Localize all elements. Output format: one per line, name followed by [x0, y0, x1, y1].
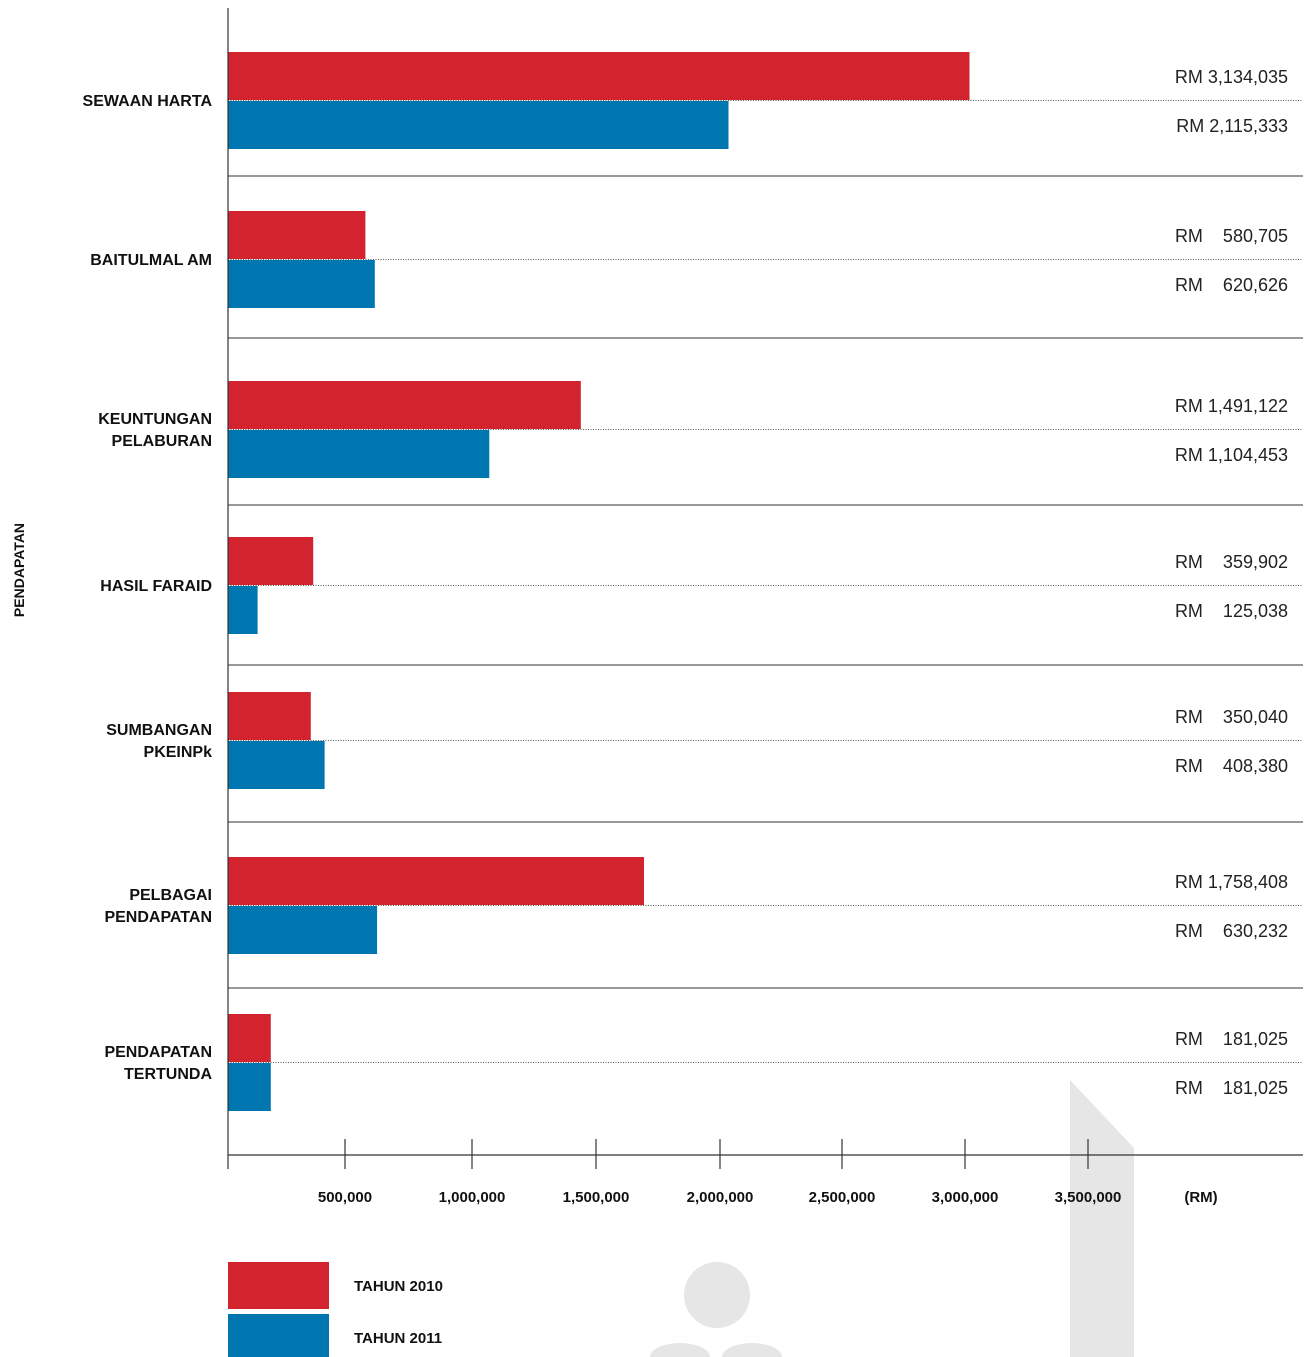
x-tick-label-7: 3,500,000	[1055, 1189, 1122, 1206]
legend-label-2011: TAHUN 2011	[354, 1330, 442, 1347]
bar-2011-4	[228, 586, 258, 634]
category-separators	[228, 175, 1303, 989]
legend-label-2010: TAHUN 2010	[354, 1278, 443, 1295]
legend-swatch-2011	[228, 1314, 329, 1357]
category-label-2: BAITULMAL AM	[90, 252, 212, 269]
bar-2011-5	[228, 741, 325, 789]
category-label-6: PELBAGAI PENDAPATAN	[104, 887, 212, 926]
value-label-2010-6: RM 1,758,408	[1175, 872, 1288, 892]
category-label-7: PENDAPATAN TERTUNDA	[104, 1044, 212, 1083]
x-axis-ticks: 500,000 1,000,000 1,500,000 2,000,000 2,500,…	[318, 1139, 1218, 1206]
category-label-1: SEWAAN HARTA	[83, 93, 213, 110]
category-labels: SEWAAN HARTA BAITULMAL AM KEUNTUNGAN PELABU…	[83, 93, 213, 1083]
value-label-2011-5: RM 408,380	[1175, 756, 1288, 776]
value-labels: RM 3,134,035 RM 2,115,333 RM 580,705 RM 620…	[1175, 67, 1288, 1098]
bar-2010-3	[228, 381, 581, 429]
value-label-2011-3: RM 1,104,453	[1175, 445, 1288, 465]
value-label-2010-3: RM 1,491,122	[1175, 396, 1288, 416]
bar-2010-5	[228, 692, 311, 740]
x-tick-label-1: 500,000	[318, 1189, 372, 1206]
bar-2011-2	[228, 260, 375, 308]
value-guide-lines	[228, 100, 1303, 1063]
value-label-2011-7: RM 181,025	[1175, 1078, 1288, 1098]
bar-2011-3	[228, 430, 490, 478]
value-label-2011-6: RM 630,232	[1175, 921, 1288, 941]
value-label-2011-1: RM 2,115,333	[1176, 116, 1288, 136]
x-tick-label-3: 1,500,000	[563, 1189, 630, 1206]
value-label-2010-1: RM 3,134,035	[1175, 67, 1288, 87]
value-label-2010-5: RM 350,040	[1175, 707, 1288, 727]
y-axis-title: PENDAPATAN	[11, 523, 27, 617]
bar-2010-2	[228, 211, 366, 259]
value-label-2010-4: RM 359,902	[1175, 552, 1288, 572]
bar-2011-1	[228, 101, 729, 149]
category-label-5: SUMBANGAN PKEINPk	[106, 722, 212, 761]
bar-2010-1	[228, 52, 970, 100]
value-label-2011-4: RM 125,038	[1175, 601, 1288, 621]
x-tick-label-4: 2,000,000	[687, 1189, 754, 1206]
x-axis-unit-label: (RM)	[1184, 1189, 1217, 1206]
x-tick-label-6: 3,000,000	[932, 1189, 999, 1206]
bar-2010-7	[228, 1014, 271, 1062]
legend: TAHUN 2010 TAHUN 2011	[228, 1262, 443, 1357]
bar-2010-4	[228, 537, 314, 585]
value-label-2010-7: RM 181,025	[1175, 1029, 1288, 1049]
value-label-2011-2: RM 620,626	[1175, 275, 1288, 295]
category-label-3: KEUNTUNGAN PELABURAN	[98, 411, 212, 450]
legend-swatch-2010	[228, 1262, 329, 1309]
bars	[228, 52, 970, 1111]
axes	[227, 8, 1303, 1169]
value-label-2010-2: RM 580,705	[1175, 226, 1288, 246]
x-tick-label-2: 1,000,000	[439, 1189, 506, 1206]
watermark-decoration	[650, 1080, 1134, 1357]
category-label-4: HASIL FARAID	[100, 578, 212, 595]
bar-2011-7	[228, 1063, 271, 1111]
y-axis-title: PENDAPATAN	[11, 523, 27, 617]
bar-2010-6	[228, 857, 644, 905]
bar-2011-6	[228, 906, 378, 954]
x-tick-label-5: 2,500,000	[809, 1189, 876, 1206]
